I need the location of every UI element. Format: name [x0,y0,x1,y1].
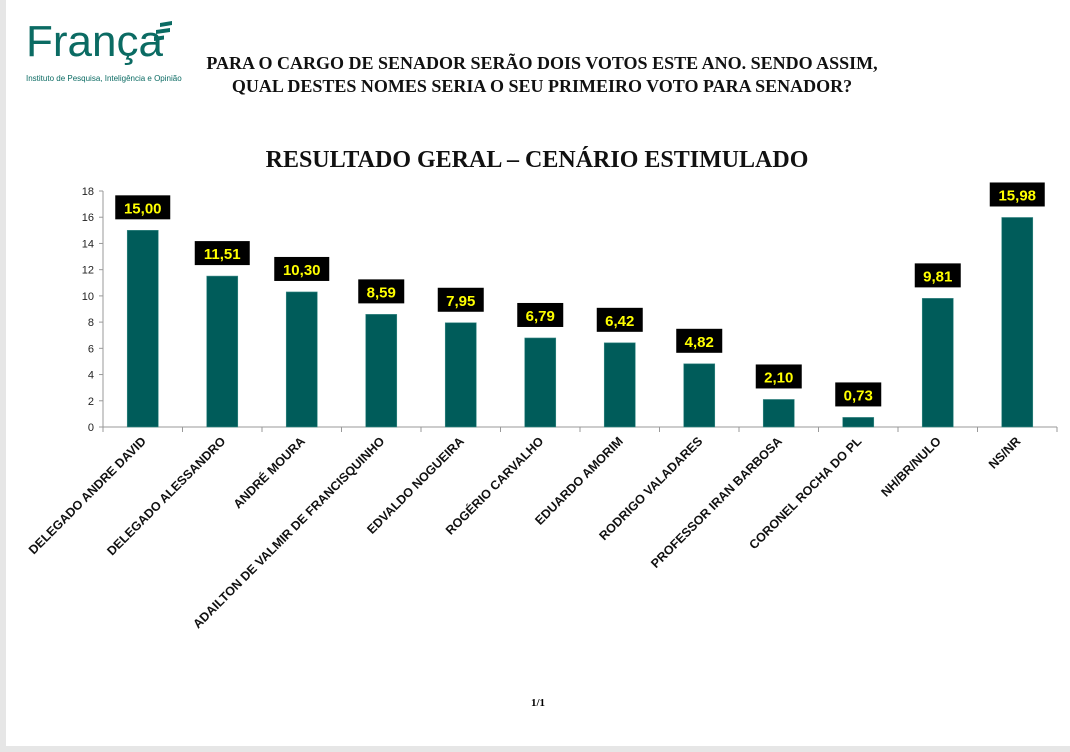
x-tick-label: ANDRÉ MOURA [230,434,308,512]
data-label: 15,00 [124,200,162,217]
data-label-box [358,279,405,304]
y-tick-label: 14 [82,238,94,250]
bar [285,291,318,428]
bar [524,337,557,428]
y-tick-label: 2 [88,396,94,408]
data-label: 9,81 [923,268,952,285]
logo-tagline: Instituto de Pesquisa, Inteligência e Op… [26,74,182,83]
x-tick-label: PROFESSOR IRAN BARBOSA [648,434,785,571]
bar [444,322,477,428]
survey-question: PARA O CARGO DE SENADOR SERÃO DOIS VOTOS… [162,52,922,98]
franca-logo: França Instituto de Pesquisa, Inteligênc… [26,17,182,84]
x-tick-label: NS/NR [986,434,1023,471]
y-tick-label: 6 [88,343,94,355]
data-label-box [115,195,171,220]
y-tick-label: 12 [82,265,94,277]
data-label-box [437,287,484,312]
bar [206,275,239,428]
x-tick-label: ADAILTON DE VALMIR DE FRANCISQUINHO [190,434,387,631]
data-label-box [914,263,961,288]
bar [126,230,159,428]
x-tick-label: NH/BR/NULO [878,434,944,500]
chart-title: RESULTADO GERAL – CENÁRIO ESTIMULADO [266,147,809,173]
data-label-box [517,302,564,327]
bar [762,399,795,428]
data-label-box [274,256,330,281]
data-label: 10,30 [283,262,321,279]
data-label: 6,79 [526,308,555,325]
y-tick-label: 16 [82,212,94,224]
data-label-box [835,382,882,407]
x-tick-label: EDUARDO AMORIM [532,434,626,528]
y-tick-label: 18 [82,186,94,198]
data-label-box [676,328,723,353]
data-label: 8,59 [367,284,396,301]
y-tick-label: 4 [88,370,94,382]
data-label: 6,42 [605,313,634,330]
bar [1001,217,1034,428]
data-label: 11,51 [204,246,241,263]
data-label: 2,10 [764,369,793,386]
data-label-box [596,307,643,332]
data-label-box [194,241,250,266]
y-tick-label: 10 [82,291,94,303]
bar [603,342,636,428]
y-tick-label: 0 [88,422,94,434]
data-label-box [755,364,802,389]
data-label-box [989,182,1045,207]
question-line-1: PARA O CARGO DE SENADOR SERÃO DOIS VOTOS… [206,53,878,73]
bar [683,363,716,428]
data-label: 15,98 [998,187,1036,204]
data-label: 0,73 [844,387,873,404]
bar [842,417,875,428]
page-number: 1/1 [530,697,546,709]
data-label: 4,82 [685,334,714,351]
bar [365,314,398,428]
data-label: 7,95 [446,293,475,310]
bar [921,298,954,428]
question-line-2: QUAL DESTES NOMES SERIA O SEU PRIMEIRO V… [231,76,853,96]
y-tick-label: 8 [88,317,94,329]
logo-mark-icon [154,21,172,41]
logo-name: França [26,17,163,66]
